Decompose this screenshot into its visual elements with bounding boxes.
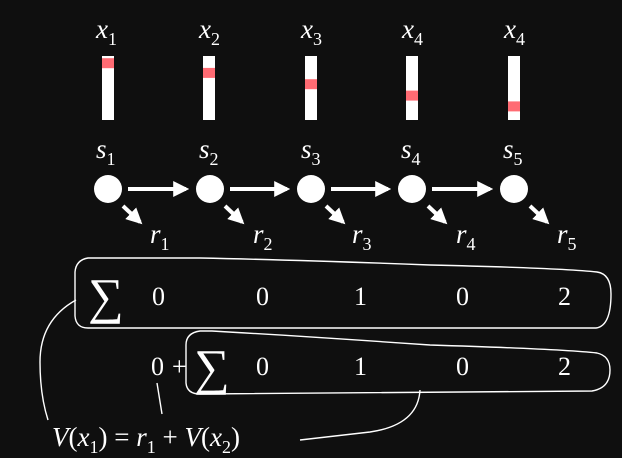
- reward-label-1: r1: [150, 219, 170, 254]
- observation-bar-1: [102, 56, 114, 120]
- connector-lines: [39, 299, 421, 441]
- observation-bar-background: [406, 56, 418, 120]
- observation-bar-5: [508, 56, 520, 120]
- sum-row-2-lead-value: 0: [151, 352, 164, 381]
- sum-row-1-outline: [74, 257, 612, 329]
- reward-arrow-4: [426, 204, 448, 225]
- connector-v-x2-to-row-2: [299, 389, 421, 441]
- state-label-3: s3: [301, 134, 321, 169]
- observation-highlight-marker: [203, 67, 215, 78]
- observation-bar-4: [406, 56, 418, 120]
- reward-arrow-1: [121, 204, 143, 225]
- observation-highlight-marker: [305, 79, 317, 90]
- reward-arrow-2: [223, 204, 245, 225]
- state-labels: s1 s2 s3 s4 s5: [96, 134, 523, 169]
- observation-label-4: x4: [401, 14, 423, 49]
- observation-bar-background: [203, 56, 215, 120]
- sum-row-2: 0 + ∑ 0 1 0 2: [151, 330, 611, 395]
- state-node-3: [297, 175, 325, 203]
- observation-label-1: x1: [95, 14, 117, 49]
- reward-labels: r1 r2 r3 r4 r5: [150, 219, 577, 254]
- reward-label-4: r4: [456, 219, 476, 254]
- state-label-1: s1: [96, 134, 116, 169]
- observation-highlight-marker: [406, 90, 418, 101]
- observation-bar-3: [305, 56, 317, 120]
- state-node-4: [398, 175, 426, 203]
- sum-row-2-value-1: 0: [256, 352, 269, 381]
- connector-v-x1-to-row-1: [39, 299, 77, 421]
- sum-row-1: ∑ 0 0 1 0 2: [74, 257, 612, 329]
- observation-bars: [102, 56, 520, 120]
- state-nodes: [94, 175, 528, 203]
- sum-row-1-value-2: 0: [256, 282, 269, 311]
- sum-row-1-value-4: 0: [456, 282, 469, 311]
- bellman-equation: V(x1) = r1 + V(x2): [52, 422, 240, 457]
- sum-row-2-value-4: 2: [558, 352, 571, 381]
- sum-row-1-value-3: 1: [354, 282, 367, 311]
- sum-row-2-plus: +: [172, 352, 187, 381]
- sum-symbol-1: ∑: [88, 268, 124, 324]
- sum-row-1-value-1: 0: [152, 282, 165, 311]
- reward-label-2: r2: [253, 219, 273, 254]
- observation-labels: x1 x2 x3 x4 x4: [95, 14, 525, 49]
- state-label-5: s5: [503, 134, 523, 169]
- state-node-2: [196, 175, 224, 203]
- observation-label-3: x3: [300, 14, 322, 49]
- connector-r1-to-lead-value: [156, 382, 163, 415]
- reward-label-5: r5: [557, 219, 577, 254]
- reward-arrow-5: [528, 204, 550, 225]
- sum-row-2-value-2: 1: [354, 352, 367, 381]
- observation-label-5: x4: [503, 14, 525, 49]
- sum-symbol-2: ∑: [194, 339, 230, 395]
- sum-row-1-value-5: 2: [558, 282, 571, 311]
- reward-arrows: [121, 204, 550, 225]
- observation-label-2: x2: [198, 14, 220, 49]
- sum-row-2-outline: [185, 330, 611, 395]
- state-label-4: s4: [401, 134, 421, 169]
- reward-label-3: r3: [352, 219, 372, 254]
- state-label-2: s2: [199, 134, 219, 169]
- state-node-1: [94, 175, 122, 203]
- observation-highlight-marker: [508, 101, 520, 112]
- observation-bar-2: [203, 56, 215, 120]
- reward-arrow-3: [324, 204, 346, 225]
- state-node-5: [500, 175, 528, 203]
- observation-highlight-marker: [102, 58, 114, 69]
- sum-row-2-value-3: 0: [456, 352, 469, 381]
- observation-bar-background: [102, 56, 114, 120]
